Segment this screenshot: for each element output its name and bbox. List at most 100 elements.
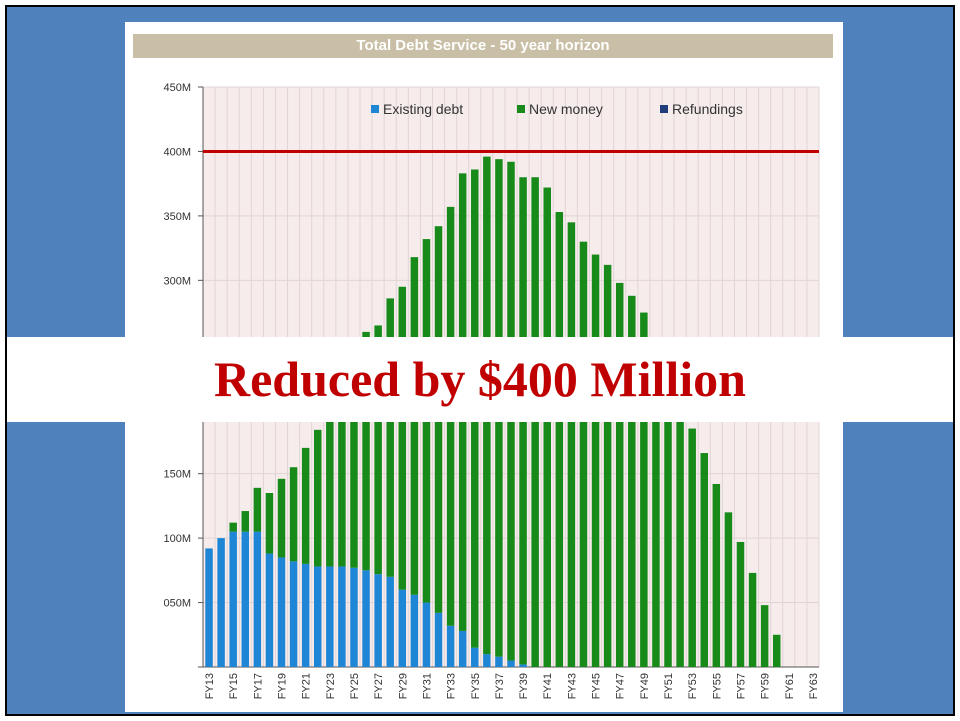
bar-existing-debt-FY28 bbox=[386, 576, 394, 667]
x-tick-label: FY21 bbox=[301, 673, 313, 699]
bar-new-money-FY47 bbox=[615, 282, 624, 667]
bar-new-money-FY56 bbox=[724, 512, 733, 667]
bar-existing-debt-FY32 bbox=[434, 612, 443, 667]
bar-existing-debt-FY37 bbox=[495, 656, 503, 667]
bar-new-money-FY15 bbox=[229, 522, 237, 532]
x-tick-label: FY25 bbox=[349, 673, 361, 699]
bar-new-money-FY41 bbox=[543, 187, 551, 668]
y-tick-label: 450M bbox=[163, 82, 191, 94]
bar-existing-debt-FY33 bbox=[446, 625, 455, 667]
y-tick-label: 300M bbox=[163, 275, 191, 287]
bar-new-money-FY42 bbox=[555, 212, 564, 667]
x-tick-label: FY41 bbox=[542, 673, 554, 699]
bar-new-money-FY46 bbox=[603, 264, 612, 667]
banner-text: Reduced by $400 Million bbox=[214, 351, 746, 407]
x-tick-label: FY37 bbox=[494, 673, 506, 699]
x-tick-label: FY53 bbox=[687, 673, 699, 699]
bar-new-money-FY59 bbox=[760, 605, 769, 667]
x-tick-label: FY55 bbox=[711, 673, 723, 699]
banner: Reduced by $400 Million bbox=[7, 337, 953, 422]
bar-existing-debt-FY27 bbox=[374, 574, 382, 667]
legend-label-refundings: Refundings bbox=[672, 101, 743, 117]
bar-existing-debt-FY25 bbox=[350, 567, 358, 667]
x-tick-label: FY51 bbox=[663, 673, 675, 699]
x-tick-label: FY45 bbox=[591, 673, 603, 699]
bar-existing-debt-FY24 bbox=[338, 566, 346, 667]
bar-existing-debt-FY18 bbox=[265, 553, 274, 667]
bar-existing-debt-FY23 bbox=[326, 566, 334, 667]
x-tick-label: FY31 bbox=[421, 673, 433, 699]
bar-new-money-FY55 bbox=[712, 483, 721, 667]
bar-new-money-FY21 bbox=[301, 447, 310, 564]
x-tick-label: FY15 bbox=[228, 673, 240, 699]
x-tick-label: FY13 bbox=[204, 673, 216, 699]
x-tick-label: FY19 bbox=[277, 673, 289, 699]
y-tick-label: 100M bbox=[163, 533, 191, 545]
bar-new-money-FY52 bbox=[676, 409, 684, 667]
legend-swatch-new-money bbox=[517, 105, 525, 113]
bar-existing-debt-FY15 bbox=[229, 531, 237, 667]
x-tick-label: FY27 bbox=[373, 673, 385, 699]
x-tick-label: FY35 bbox=[470, 673, 482, 699]
bar-new-money-FY22 bbox=[314, 429, 322, 567]
x-tick-label: FY63 bbox=[808, 673, 820, 699]
bar-new-money-FY28 bbox=[386, 298, 394, 577]
bar-existing-debt-FY26 bbox=[362, 570, 370, 667]
bar-new-money-FY45 bbox=[591, 254, 600, 668]
bar-existing-debt-FY22 bbox=[314, 566, 322, 667]
bar-new-money-FY17 bbox=[253, 487, 262, 532]
x-tick-label: FY61 bbox=[784, 673, 796, 699]
bar-existing-debt-FY31 bbox=[422, 602, 431, 667]
bar-existing-debt-FY17 bbox=[253, 531, 262, 667]
bar-existing-debt-FY13 bbox=[205, 548, 213, 667]
bar-existing-debt-FY34 bbox=[458, 630, 467, 667]
chart-title: Total Debt Service - 50 year horizon bbox=[133, 34, 833, 58]
legend-swatch-existing-debt bbox=[371, 105, 379, 113]
bar-new-money-FY20 bbox=[289, 467, 298, 562]
y-tick-label: 350M bbox=[163, 211, 191, 223]
legend-label-new-money: New money bbox=[529, 101, 603, 117]
y-tick-label: 050M bbox=[163, 598, 191, 610]
bar-existing-debt-FY20 bbox=[289, 561, 298, 667]
x-tick-label: FY49 bbox=[639, 673, 651, 699]
x-tick-label: FY47 bbox=[615, 673, 627, 699]
x-tick-label: FY33 bbox=[446, 673, 458, 699]
bar-new-money-FY18 bbox=[265, 493, 274, 554]
x-tick-label: FY17 bbox=[252, 673, 264, 699]
legend-swatch-refundings bbox=[660, 105, 668, 113]
bar-new-money-FY58 bbox=[748, 572, 757, 667]
bar-new-money-FY40 bbox=[531, 177, 539, 667]
bar-new-money-FY60 bbox=[772, 634, 781, 667]
bar-new-money-FY54 bbox=[700, 453, 708, 667]
bar-new-money-FY53 bbox=[688, 428, 696, 667]
bar-existing-debt-FY30 bbox=[410, 594, 419, 667]
bar-existing-debt-FY19 bbox=[277, 557, 286, 667]
bar-new-money-FY19 bbox=[277, 478, 286, 558]
bar-existing-debt-FY38 bbox=[507, 660, 515, 667]
bar-new-money-FY44 bbox=[579, 241, 588, 667]
bar-existing-debt-FY39 bbox=[519, 664, 527, 667]
y-tick-label: 400M bbox=[163, 146, 191, 158]
bar-new-money-FY43 bbox=[567, 222, 576, 668]
bar-new-money-FY24 bbox=[338, 383, 346, 567]
bar-new-money-FY27 bbox=[374, 325, 382, 575]
bar-existing-debt-FY14 bbox=[217, 538, 225, 667]
bar-new-money-FY49 bbox=[640, 312, 648, 667]
bar-new-money-FY25 bbox=[350, 357, 358, 568]
x-tick-label: FY57 bbox=[735, 673, 747, 699]
bar-new-money-FY48 bbox=[628, 295, 636, 667]
bar-existing-debt-FY35 bbox=[471, 647, 479, 667]
bar-existing-debt-FY16 bbox=[241, 531, 250, 667]
bar-existing-debt-FY36 bbox=[483, 654, 491, 667]
bar-new-money-FY51 bbox=[664, 383, 672, 667]
bar-new-money-FY23 bbox=[326, 409, 334, 567]
x-tick-label: FY23 bbox=[325, 673, 337, 699]
x-tick-label: FY29 bbox=[397, 673, 409, 699]
legend-label-existing-debt: Existing debt bbox=[383, 101, 463, 117]
y-tick-label: 150M bbox=[163, 469, 191, 481]
bar-new-money-FY50 bbox=[652, 351, 660, 667]
bar-new-money-FY30 bbox=[410, 257, 419, 595]
x-tick-label: FY59 bbox=[760, 673, 772, 699]
x-tick-label: FY39 bbox=[518, 673, 530, 699]
